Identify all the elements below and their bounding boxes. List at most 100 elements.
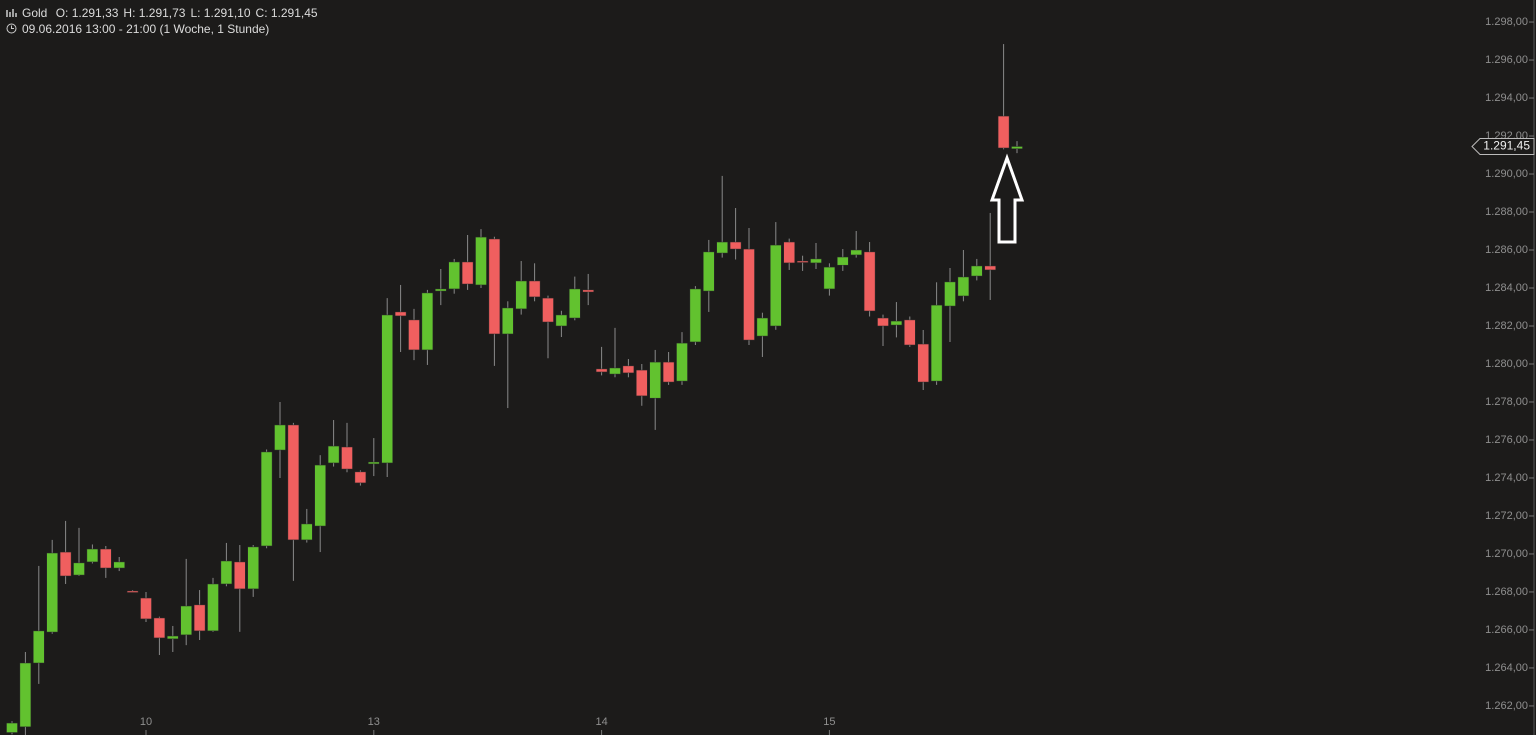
- candle-body: [555, 314, 568, 327]
- candle-body: [314, 464, 326, 527]
- candle-body: [997, 115, 1010, 149]
- x-tick-label: 15: [823, 716, 835, 728]
- candle-body: [770, 244, 782, 327]
- header-line: Gold O: 1.291,33 H: 1.291,73 L: 1.291,10 C:…: [6, 5, 323, 21]
- y-tick-label: 1.282,00: [1485, 320, 1528, 332]
- candle-body: [582, 289, 594, 293]
- candle-body: [984, 265, 996, 271]
- candle-body: [528, 280, 541, 298]
- x-tick-label: 13: [368, 716, 380, 728]
- candle-body: [756, 317, 769, 337]
- candle-body: [408, 319, 420, 351]
- last-price-tag: [1471, 137, 1535, 155]
- candle-body: [6, 722, 18, 733]
- candle-body: [341, 446, 353, 470]
- candle-body: [488, 238, 501, 335]
- candle-body: [904, 319, 916, 346]
- y-tick-label: 1.288,00: [1485, 206, 1528, 218]
- candle-body: [19, 662, 32, 728]
- candle-body: [569, 288, 581, 319]
- clock-icon: [6, 23, 17, 34]
- candle-body: [957, 276, 970, 297]
- candle-body: [86, 548, 99, 563]
- ohlc: H: 1.291,73: [123, 6, 186, 20]
- x-tick-label: 10: [140, 716, 152, 728]
- candle-body: [796, 260, 809, 263]
- candle-body: [167, 635, 179, 640]
- candle-body: [140, 597, 152, 620]
- candle-body: [354, 471, 367, 484]
- last-price-label: 1.291,45: [1483, 139, 1530, 153]
- candle-body: [207, 583, 219, 632]
- candle-body: [917, 343, 929, 383]
- candle-body: [220, 560, 233, 585]
- candle-body: [622, 365, 635, 374]
- ohlc: L: 1.291,10: [190, 6, 251, 20]
- candle-body: [502, 307, 514, 335]
- candle-body: [421, 292, 434, 351]
- candle-body: [234, 561, 246, 590]
- candle-body: [381, 314, 393, 464]
- candle-body: [971, 265, 983, 277]
- candle-body: [435, 288, 447, 292]
- candle-body: [100, 548, 112, 569]
- y-tick-label: 1.298,00: [1485, 16, 1528, 28]
- y-tick-label: 1.262,00: [1485, 700, 1528, 712]
- candle-body: [743, 248, 755, 341]
- y-tick-label: 1.274,00: [1485, 472, 1528, 484]
- candle-body: [461, 261, 474, 285]
- candle-body: [676, 342, 688, 382]
- candle-body: [595, 368, 608, 373]
- candle-body: [877, 317, 889, 327]
- candle-body: [810, 258, 822, 264]
- candle-body: [649, 361, 661, 399]
- candle-body: [126, 590, 139, 593]
- x-tick-label: 14: [595, 716, 607, 728]
- candle-body: [890, 320, 903, 326]
- candle-body: [247, 546, 259, 590]
- period: 09.06.2016 13:00 - 21:00 (1 Woche, 1 Stu…: [22, 22, 270, 36]
- header-line: 09.06.2016 13:00 - 21:00 (1 Woche, 1 Stu…: [6, 21, 323, 37]
- candle-body: [689, 288, 702, 343]
- candle-body: [662, 361, 675, 383]
- symbol: Gold: [22, 6, 48, 20]
- candle-body: [327, 445, 340, 464]
- candle-body: [368, 461, 380, 465]
- candle-body: [703, 251, 715, 292]
- candle-body: [33, 630, 45, 664]
- candle-body: [113, 561, 125, 569]
- candle-body: [260, 451, 273, 547]
- candle-body: [542, 297, 554, 323]
- candle-body: [823, 266, 836, 290]
- candle-body: [73, 562, 85, 576]
- candle-body: [301, 523, 313, 541]
- y-tick-label: 1.286,00: [1485, 244, 1528, 256]
- candle-body: [636, 369, 648, 397]
- candle-body: [193, 604, 206, 632]
- y-tick-label: 1.270,00: [1485, 548, 1528, 560]
- y-tick-label: 1.296,00: [1485, 54, 1528, 66]
- candle-body: [729, 241, 742, 250]
- y-tick-label: 1.276,00: [1485, 434, 1528, 446]
- ohlc: C: 1.291,45: [255, 6, 318, 20]
- y-tick-label: 1.280,00: [1485, 358, 1528, 370]
- candle-body: [783, 241, 795, 264]
- candle-body: [46, 552, 58, 633]
- candle-body: [153, 617, 166, 639]
- candle-body: [716, 241, 728, 254]
- candle-body: [863, 251, 876, 312]
- candle-body: [944, 281, 956, 307]
- candle-body: [180, 605, 192, 636]
- candle-body: [287, 424, 300, 541]
- chart-icon: [6, 9, 17, 17]
- candle-body: [1011, 146, 1023, 149]
- y-tick-label: 1.290,00: [1485, 168, 1528, 180]
- candle-body: [930, 304, 943, 382]
- y-tick-label: 1.264,00: [1485, 662, 1528, 674]
- y-tick-label: 1.294,00: [1485, 92, 1528, 104]
- candle-body: [609, 367, 621, 375]
- candle-body: [59, 551, 72, 577]
- header: Gold O: 1.291,33 H: 1.291,73 L: 1.291,10 C:…: [6, 5, 323, 37]
